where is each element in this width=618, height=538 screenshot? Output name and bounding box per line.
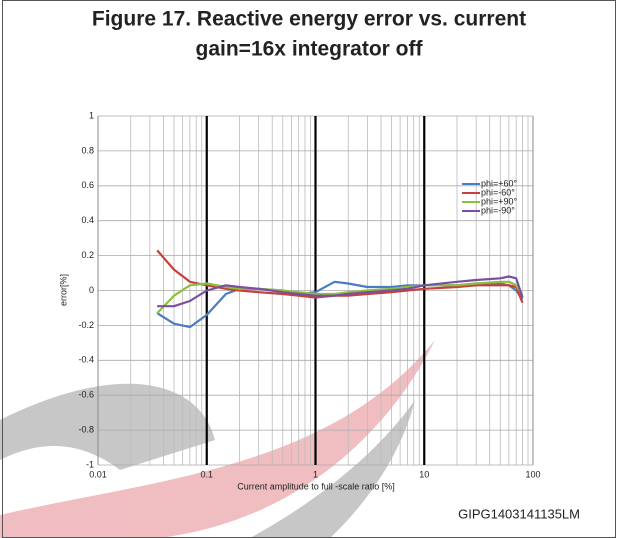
footnote: GIPG1403141135LM <box>458 506 580 521</box>
x-tick-label: 0.1 <box>200 469 213 479</box>
y-tick-label: 1 <box>89 110 94 120</box>
chart-title: gain=16x integrator off <box>196 38 424 61</box>
y-tick-label: -0.2 <box>78 320 94 330</box>
y-tick-label: -0.8 <box>78 424 94 434</box>
watermark-shape <box>0 383 215 470</box>
y-tick-label: 0.2 <box>81 250 94 260</box>
y-axis-label: error[%] <box>58 274 68 306</box>
watermark <box>0 340 435 538</box>
series-line <box>156 280 524 314</box>
legend-label: phi=+60° <box>481 178 518 188</box>
x-tick-label: 10 <box>419 469 429 479</box>
y-tick-label: -1 <box>86 459 94 469</box>
x-tick-label: 1 <box>313 469 318 479</box>
x-tick-label: 100 <box>525 469 540 479</box>
y-tick-label: 0.4 <box>81 215 94 225</box>
legend-label: phi=+90° <box>481 196 518 206</box>
series-line <box>157 275 524 308</box>
watermark-shape <box>250 400 415 538</box>
y-tick-label: 0.6 <box>81 180 94 190</box>
y-tick-label: -0.4 <box>78 355 94 365</box>
y-tick-label: -0.6 <box>78 390 94 400</box>
chart-title: Figure 17. Reactive energy error vs. cur… <box>92 8 526 31</box>
x-tick-label: 0.01 <box>89 469 107 479</box>
y-tick-label: 0 <box>89 285 94 295</box>
x-axis-label: Current amplitude to full -scale ratio [… <box>237 481 395 491</box>
legend-label: phi=-60° <box>481 187 515 197</box>
legend-label: phi=-90° <box>481 205 515 215</box>
y-tick-label: 0.8 <box>81 145 94 155</box>
